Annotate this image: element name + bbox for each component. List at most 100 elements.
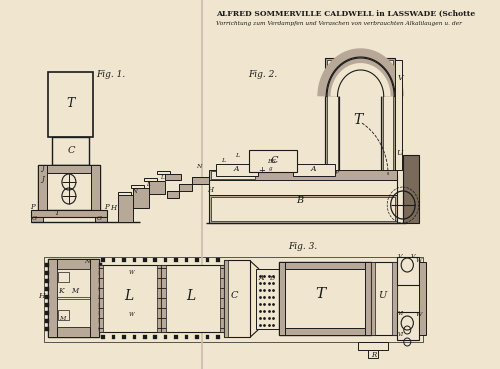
Bar <box>143 258 146 262</box>
Bar <box>154 258 157 262</box>
Bar <box>358 342 388 350</box>
Bar <box>397 312 418 340</box>
Bar <box>293 164 335 176</box>
Bar <box>134 188 149 208</box>
Bar <box>47 165 90 173</box>
Bar <box>157 265 162 332</box>
Bar <box>162 265 166 332</box>
Bar <box>216 335 220 339</box>
Bar <box>279 262 370 335</box>
Bar <box>112 258 115 262</box>
Bar <box>46 287 49 291</box>
Bar <box>98 287 102 291</box>
Bar <box>154 335 157 339</box>
Bar <box>210 175 397 223</box>
Bar <box>101 258 104 262</box>
Bar <box>98 303 102 307</box>
Bar <box>98 265 103 332</box>
Bar <box>211 197 395 221</box>
Bar <box>122 258 126 262</box>
Bar <box>279 262 285 335</box>
Bar <box>364 262 370 335</box>
Text: L: L <box>186 289 196 303</box>
Bar <box>46 263 49 267</box>
Bar <box>90 259 98 337</box>
Bar <box>397 257 418 285</box>
Bar <box>149 181 165 194</box>
Text: VI: VI <box>398 332 404 337</box>
Bar <box>143 335 146 339</box>
Text: Fig. 2.: Fig. 2. <box>248 70 278 79</box>
Bar <box>224 260 250 337</box>
Bar <box>383 60 394 170</box>
Bar <box>46 271 49 275</box>
Bar <box>174 335 178 339</box>
Text: W: W <box>415 258 422 263</box>
Text: V: V <box>398 74 403 82</box>
Bar <box>48 259 56 337</box>
Bar <box>162 265 224 332</box>
Bar <box>30 210 108 217</box>
Bar <box>196 258 199 262</box>
Text: W: W <box>415 312 422 317</box>
Bar <box>38 165 47 210</box>
Text: P: P <box>334 170 338 175</box>
Text: A: A <box>310 165 316 173</box>
Bar <box>131 185 144 188</box>
Text: A: A <box>234 165 239 173</box>
Bar <box>118 195 134 222</box>
Text: V: V <box>411 254 416 259</box>
Bar <box>56 299 90 327</box>
Text: g: g <box>268 166 272 171</box>
Text: T: T <box>316 287 326 301</box>
Bar <box>368 350 378 358</box>
Bar <box>132 258 136 262</box>
Bar <box>256 269 280 329</box>
Bar <box>224 260 228 337</box>
Bar <box>112 335 115 339</box>
Text: L: L <box>234 153 238 158</box>
Bar <box>58 310 69 320</box>
Bar <box>418 262 426 335</box>
Bar <box>38 165 100 210</box>
Bar <box>206 335 210 339</box>
Text: Fig. 3.: Fig. 3. <box>288 242 317 251</box>
Bar <box>392 262 397 335</box>
Bar <box>44 257 423 342</box>
Bar <box>403 155 418 223</box>
Bar <box>211 171 254 179</box>
Text: T: T <box>55 209 60 217</box>
Bar <box>206 258 210 262</box>
Bar <box>216 164 258 176</box>
Bar <box>327 60 338 170</box>
Bar <box>185 258 188 262</box>
Text: V: V <box>398 254 402 259</box>
Bar <box>196 335 199 339</box>
Text: N: N <box>132 189 138 194</box>
Text: Fig. 1.: Fig. 1. <box>96 70 125 79</box>
Bar <box>185 335 188 339</box>
Bar <box>144 178 157 181</box>
Bar <box>98 295 102 299</box>
Text: N: N <box>196 164 202 169</box>
Bar <box>285 262 364 269</box>
Bar <box>46 303 49 307</box>
Bar <box>157 171 170 174</box>
Bar <box>164 258 168 262</box>
Bar <box>395 60 402 170</box>
Text: J: J <box>41 164 43 172</box>
Text: J: J <box>41 175 43 183</box>
Bar <box>98 311 102 315</box>
Text: K: K <box>58 287 64 295</box>
Bar <box>98 271 102 275</box>
Bar <box>56 327 90 337</box>
Text: W: W <box>129 270 134 275</box>
Bar <box>216 258 220 262</box>
Bar <box>56 269 90 297</box>
Text: C: C <box>270 155 278 165</box>
Text: +: + <box>258 166 265 175</box>
Text: T: T <box>66 97 74 110</box>
Text: L: L <box>160 175 163 180</box>
Text: M: M <box>70 287 78 295</box>
Bar <box>326 58 339 173</box>
